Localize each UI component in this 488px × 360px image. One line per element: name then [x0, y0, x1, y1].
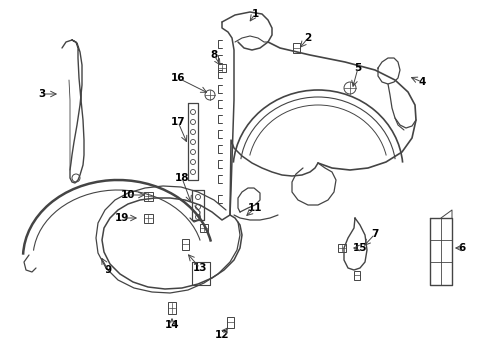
Bar: [218, 64, 225, 72]
Text: 13: 13: [192, 263, 207, 273]
Text: 10: 10: [121, 190, 135, 200]
Bar: [143, 213, 152, 222]
Text: 1: 1: [251, 9, 258, 19]
Text: 18: 18: [174, 173, 189, 183]
Text: 9: 9: [104, 265, 111, 275]
Text: 17: 17: [170, 117, 185, 127]
Bar: [143, 192, 152, 201]
Text: 8: 8: [210, 50, 217, 60]
Bar: [168, 302, 176, 314]
Bar: [292, 43, 299, 53]
Text: 16: 16: [170, 73, 185, 83]
Text: 12: 12: [214, 330, 229, 340]
Text: 4: 4: [417, 77, 425, 87]
Bar: [226, 316, 233, 328]
Text: 5: 5: [354, 63, 361, 73]
Bar: [181, 239, 188, 249]
Bar: [200, 224, 207, 232]
Text: 7: 7: [370, 229, 378, 239]
Text: 2: 2: [304, 33, 311, 43]
Text: 11: 11: [247, 203, 262, 213]
Bar: [337, 244, 346, 252]
Text: 14: 14: [164, 320, 179, 330]
Bar: [353, 270, 359, 279]
Text: 19: 19: [115, 213, 129, 223]
Text: 3: 3: [38, 89, 45, 99]
Text: 15: 15: [352, 243, 366, 253]
Text: 6: 6: [457, 243, 465, 253]
